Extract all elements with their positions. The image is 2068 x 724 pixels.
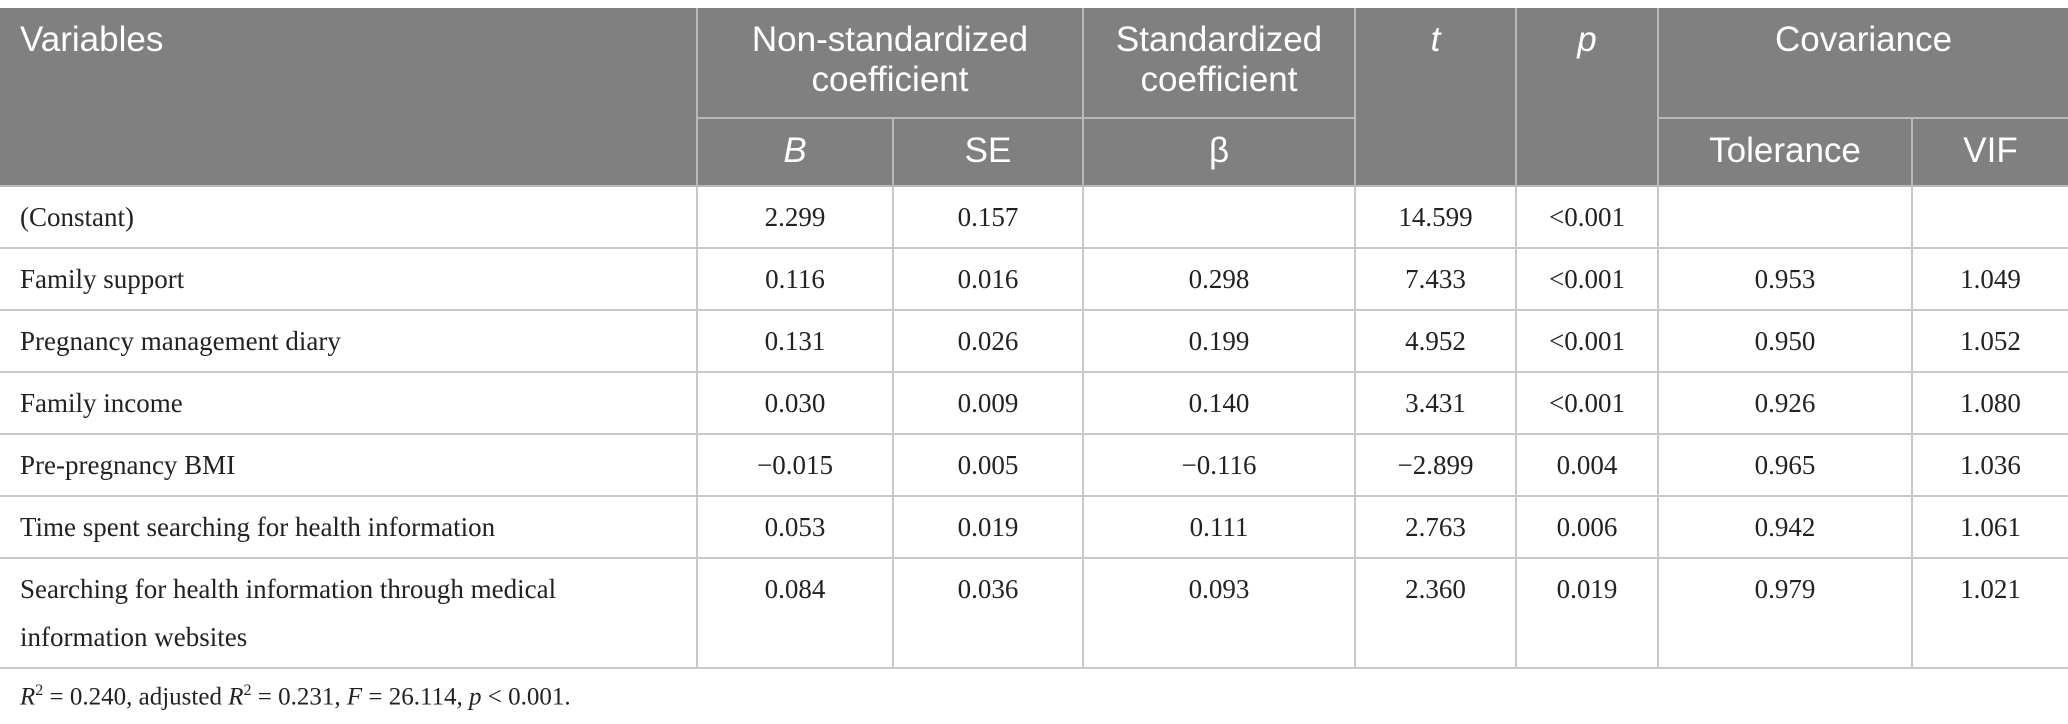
footnote-adj-label: R: [228, 683, 244, 711]
cell-variable: Searching for health information through…: [0, 558, 698, 669]
cell-b: 0.030: [697, 372, 894, 435]
header-t: t: [1355, 8, 1518, 187]
cell-beta: 0.093: [1083, 558, 1357, 669]
cell-p: <0.001: [1516, 186, 1660, 249]
cell-se: 0.016: [893, 248, 1085, 311]
footnote-adj-sup: 2: [243, 682, 252, 699]
cell-b: 0.116: [697, 248, 894, 311]
cell-vif: 1.052: [1912, 310, 2068, 373]
cell-vif: 1.080: [1912, 372, 2068, 435]
header-b: B: [697, 118, 894, 187]
footnote-p-label: p: [469, 683, 482, 711]
table-row: Pre-pregnancy BMI −0.015 0.005 −0.116 −2…: [0, 434, 2068, 497]
cell-b: 2.299: [697, 186, 894, 249]
cell-se: 0.026: [893, 310, 1085, 373]
cell-variable: Pregnancy management diary: [0, 310, 698, 373]
cell-tolerance: 0.926: [1658, 372, 1914, 435]
regression-table: Variables Non-standardized coefficient S…: [0, 8, 2068, 669]
cell-vif: 1.021: [1912, 558, 2068, 669]
cell-p: 0.019: [1516, 558, 1660, 669]
cell-variable: Family support: [0, 248, 698, 311]
header-se: SE: [893, 118, 1085, 187]
header-covariance: Covariance: [1658, 8, 2068, 119]
table-row: (Constant) 2.299 0.157 14.599 <0.001: [0, 186, 2068, 249]
cell-b: 0.084: [697, 558, 894, 669]
header-vif: VIF: [1912, 118, 2068, 187]
cell-vif: 1.061: [1912, 496, 2068, 559]
table-row: Family income 0.030 0.009 0.140 3.431 <0…: [0, 372, 2068, 435]
table-header: Variables Non-standardized coefficient S…: [0, 8, 2068, 187]
cell-t: 14.599: [1355, 186, 1518, 249]
cell-tolerance: [1658, 186, 1914, 249]
cell-beta: [1083, 186, 1357, 249]
cell-beta: 0.298: [1083, 248, 1357, 311]
header-standardized: Standardized coefficient: [1083, 8, 1357, 119]
cell-tolerance: 0.979: [1658, 558, 1914, 669]
table-body: (Constant) 2.299 0.157 14.599 <0.001 Fam…: [0, 186, 2068, 669]
cell-p: <0.001: [1516, 372, 1660, 435]
cell-tolerance: 0.942: [1658, 496, 1914, 559]
regression-table-container: Variables Non-standardized coefficient S…: [0, 8, 2068, 669]
footnote-f-label: F: [346, 683, 363, 711]
cell-beta: −0.116: [1083, 434, 1357, 497]
footnote-p-value: < 0.001.: [481, 683, 571, 711]
header-p: p: [1516, 8, 1660, 187]
footnote-r2-label: R: [20, 683, 36, 711]
cell-t: 4.952: [1355, 310, 1518, 373]
cell-variable: Time spent searching for health informat…: [0, 496, 698, 559]
cell-vif: [1912, 186, 2068, 249]
header-variables: Variables: [0, 8, 698, 187]
cell-variable: Family income: [0, 372, 698, 435]
header-non-standardized: Non-standardized coefficient: [697, 8, 1085, 119]
header-beta: β: [1083, 118, 1357, 187]
cell-variable: Pre-pregnancy BMI: [0, 434, 698, 497]
cell-se: 0.009: [893, 372, 1085, 435]
cell-beta: 0.199: [1083, 310, 1357, 373]
table-row: Searching for health information through…: [0, 558, 2068, 669]
cell-variable: (Constant): [0, 186, 698, 249]
cell-tolerance: 0.950: [1658, 310, 1914, 373]
cell-p: 0.006: [1516, 496, 1660, 559]
table-row: Family support 0.116 0.016 0.298 7.433 <…: [0, 248, 2068, 311]
cell-p: <0.001: [1516, 248, 1660, 311]
footnote-adj-value: = 0.231,: [251, 683, 347, 711]
footnote-f-value: = 26.114,: [362, 683, 470, 711]
footnote-r2-value: = 0.240, adjusted: [43, 683, 229, 711]
cell-se: 0.019: [893, 496, 1085, 559]
cell-t: 2.763: [1355, 496, 1518, 559]
cell-b: 0.131: [697, 310, 894, 373]
cell-beta: 0.140: [1083, 372, 1357, 435]
cell-t: 2.360: [1355, 558, 1518, 669]
cell-se: 0.157: [893, 186, 1085, 249]
cell-b: −0.015: [697, 434, 894, 497]
cell-t: 7.433: [1355, 248, 1518, 311]
header-tolerance: Tolerance: [1658, 118, 1914, 187]
cell-se: 0.005: [893, 434, 1085, 497]
cell-p: 0.004: [1516, 434, 1660, 497]
cell-beta: 0.111: [1083, 496, 1357, 559]
cell-t: 3.431: [1355, 372, 1518, 435]
cell-vif: 1.036: [1912, 434, 2068, 497]
cell-tolerance: 0.953: [1658, 248, 1914, 311]
table-footnote: R2 = 0.240, adjusted R2 = 0.231, F = 26.…: [20, 682, 571, 711]
footnote-r2-sup: 2: [35, 682, 44, 699]
cell-b: 0.053: [697, 496, 894, 559]
cell-se: 0.036: [893, 558, 1085, 669]
cell-tolerance: 0.965: [1658, 434, 1914, 497]
table-row: Time spent searching for health informat…: [0, 496, 2068, 559]
cell-t: −2.899: [1355, 434, 1518, 497]
cell-p: <0.001: [1516, 310, 1660, 373]
cell-vif: 1.049: [1912, 248, 2068, 311]
table-row: Pregnancy management diary 0.131 0.026 0…: [0, 310, 2068, 373]
